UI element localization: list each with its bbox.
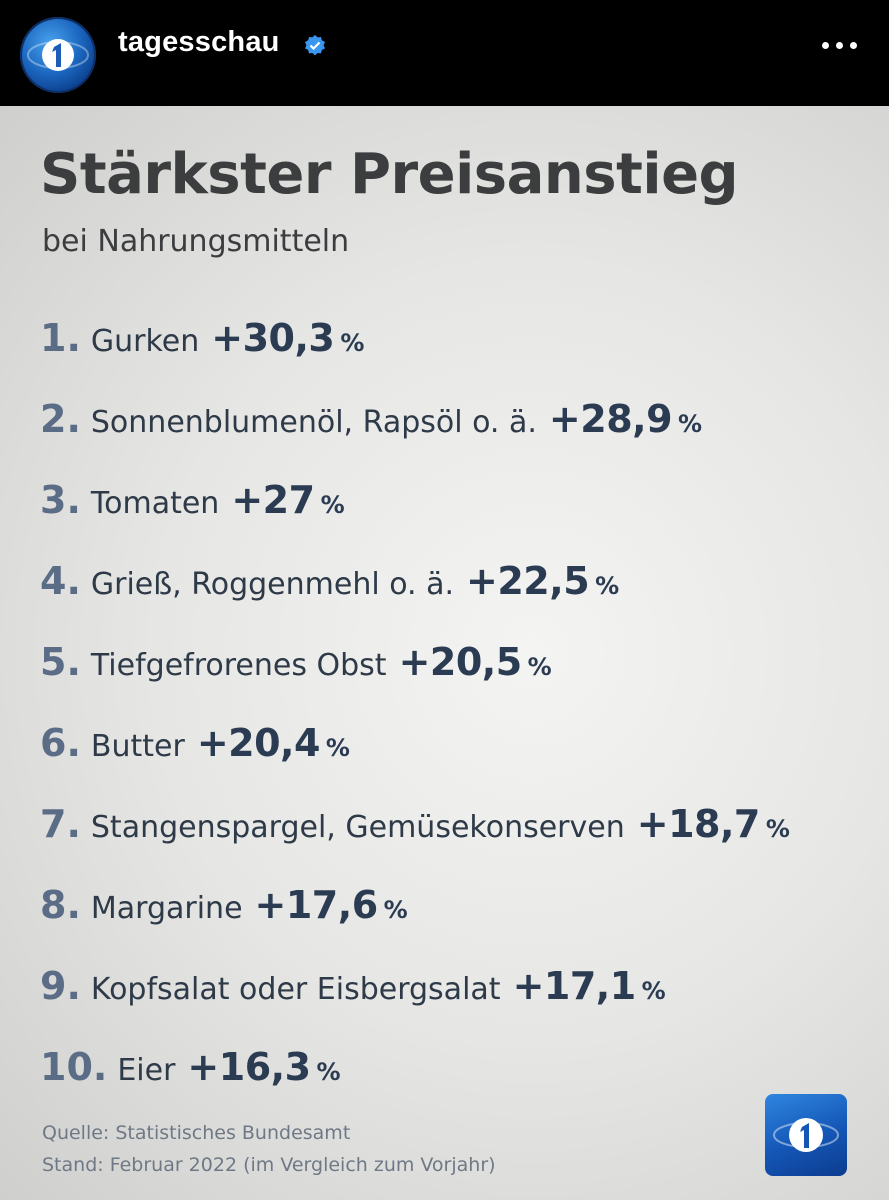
percent-unit: % bbox=[765, 815, 790, 843]
food-label: Gurken bbox=[90, 324, 200, 359]
increase-value: +22,5 bbox=[466, 559, 590, 603]
tagesschau-logo-icon[interactable] bbox=[20, 17, 96, 93]
list-item: 7. Stangenspargel, Gemüsekonserven +18,7% bbox=[40, 802, 790, 852]
rank-number: 7. bbox=[40, 802, 81, 846]
percent-unit: % bbox=[320, 491, 345, 519]
percent-unit: % bbox=[678, 410, 703, 438]
list-item: 1. Gurken +30,3% bbox=[40, 316, 364, 366]
increase-value: +30,3 bbox=[211, 316, 335, 360]
list-item: 9. Kopfsalat oder Eisbergsalat +17,1% bbox=[40, 964, 666, 1014]
source-note: Quelle: Statistisches Bundesamt bbox=[42, 1122, 351, 1144]
rank-number: 6. bbox=[40, 721, 81, 765]
infographic-subtitle: bei Nahrungsmitteln bbox=[42, 224, 350, 259]
food-label: Tiefgefrorenes Obst bbox=[90, 648, 387, 683]
percent-unit: % bbox=[641, 977, 666, 1005]
infographic-card: Stärkster Preisanstieg bei Nahrungsmitte… bbox=[0, 106, 889, 1200]
list-item: 5. Tiefgefrorenes Obst +20,5% bbox=[40, 640, 552, 690]
list-item: 4. Grieß, Roggenmehl o. ä. +22,5% bbox=[40, 559, 619, 609]
rank-number: 3. bbox=[40, 478, 81, 522]
food-label: Stangenspargel, Gemüsekonserven bbox=[90, 810, 625, 845]
increase-value: +20,4 bbox=[196, 721, 321, 765]
percent-unit: % bbox=[340, 329, 365, 357]
percent-unit: % bbox=[383, 896, 408, 924]
increase-value: +28,9 bbox=[548, 397, 673, 441]
post-header: tagesschau bbox=[0, 0, 889, 106]
increase-value: +17,6 bbox=[254, 883, 379, 927]
food-label: Butter bbox=[90, 729, 185, 764]
infographic-title: Stärkster Preisanstieg bbox=[40, 142, 739, 207]
increase-value: +27 bbox=[231, 478, 315, 522]
percent-unit: % bbox=[325, 734, 350, 762]
list-item: 10. Eier +16,3% bbox=[40, 1045, 341, 1095]
list-item: 6. Butter +20,4% bbox=[40, 721, 350, 771]
rank-number: 8. bbox=[40, 883, 81, 927]
food-label: Eier bbox=[117, 1053, 176, 1088]
percent-unit: % bbox=[527, 653, 552, 681]
account-name[interactable]: tagesschau bbox=[118, 26, 280, 58]
food-label: Grieß, Roggenmehl o. ä. bbox=[90, 567, 455, 602]
increase-value: +16,3 bbox=[187, 1045, 311, 1089]
rank-number: 9. bbox=[40, 964, 81, 1008]
rank-number: 2. bbox=[40, 397, 81, 441]
ard-das-erste-logo-icon bbox=[765, 1094, 847, 1176]
food-label: Tomaten bbox=[90, 486, 220, 521]
rank-number: 4. bbox=[40, 559, 81, 603]
date-note: Stand: Februar 2022 (im Vergleich zum Vo… bbox=[42, 1154, 496, 1176]
increase-value: +17,1 bbox=[512, 964, 637, 1008]
food-label: Sonnenblumenöl, Rapsöl o. ä. bbox=[90, 405, 537, 440]
more-options-icon[interactable] bbox=[820, 40, 860, 54]
list-item: 2. Sonnenblumenöl, Rapsöl o. ä. +28,9% bbox=[40, 397, 702, 447]
food-label: Kopfsalat oder Eisbergsalat bbox=[90, 972, 501, 1007]
food-label: Margarine bbox=[90, 891, 243, 926]
rank-number: 5. bbox=[40, 640, 81, 684]
rank-number: 1. bbox=[40, 316, 81, 360]
increase-value: +20,5 bbox=[398, 640, 523, 684]
list-item: 3. Tomaten +27% bbox=[40, 478, 345, 528]
rank-number: 10. bbox=[40, 1045, 108, 1089]
increase-value: +18,7 bbox=[636, 802, 761, 846]
percent-unit: % bbox=[316, 1058, 341, 1086]
list-item: 8. Margarine +17,6% bbox=[40, 883, 408, 933]
verified-badge-icon bbox=[303, 34, 327, 58]
percent-unit: % bbox=[595, 572, 620, 600]
